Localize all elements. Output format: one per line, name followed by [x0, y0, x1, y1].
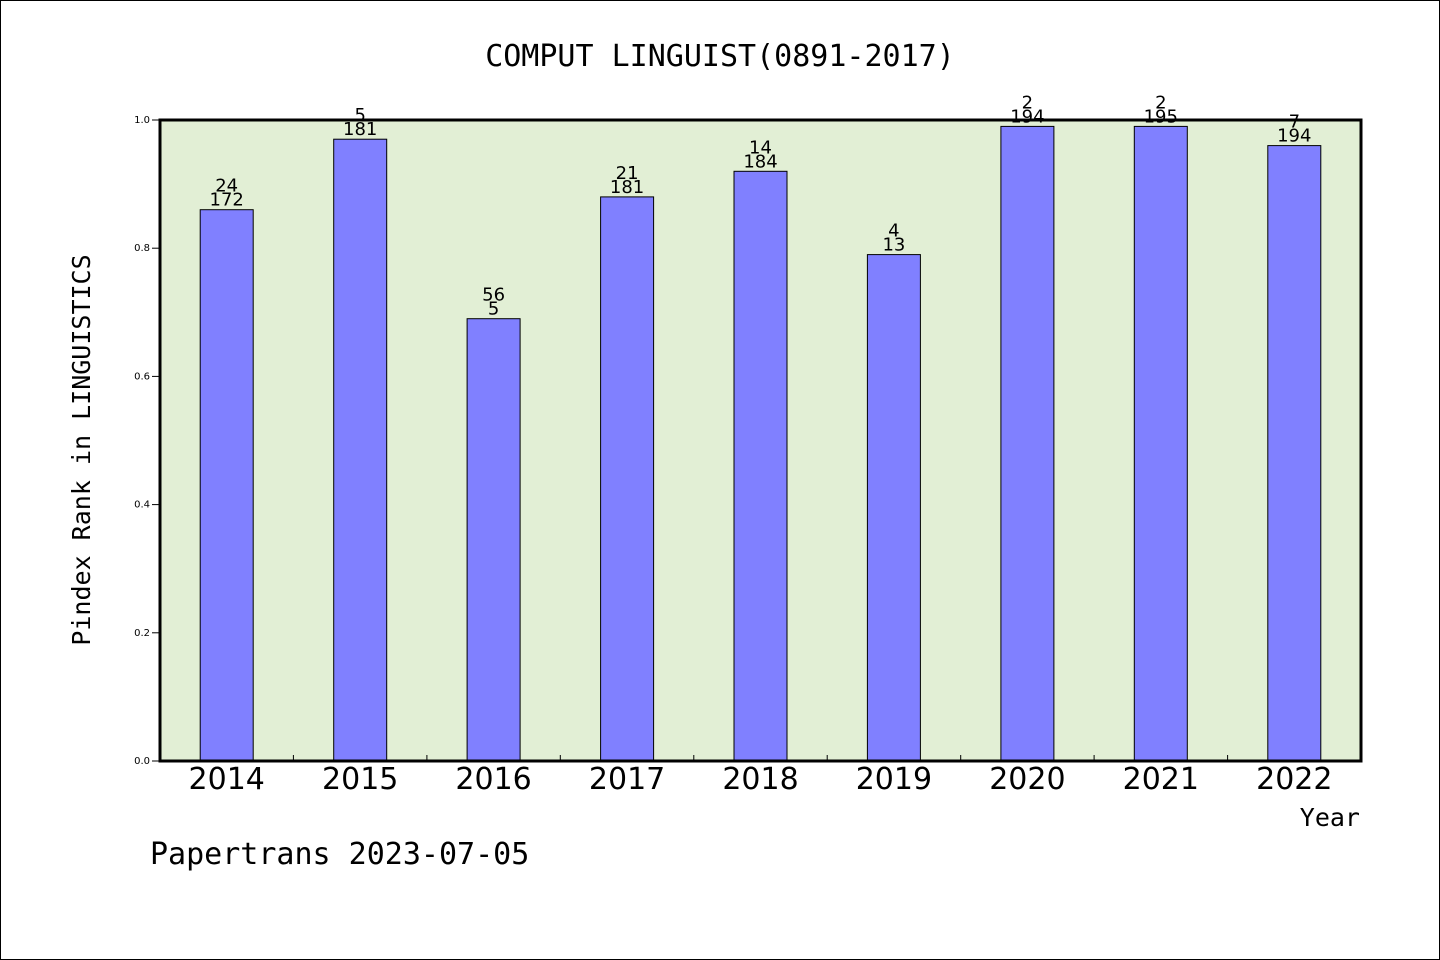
- bar-total-label-2014: 172: [210, 190, 244, 211]
- x-tick-label-2020: 2020: [989, 762, 1065, 797]
- bar-total-label-2017: 181: [610, 177, 644, 198]
- bar-rank-label-2017: 21: [616, 163, 639, 184]
- bar-total-label-2020: 194: [1010, 106, 1044, 127]
- bar-2022: [1267, 145, 1322, 762]
- bar-rank-label-2016: 56: [482, 285, 505, 306]
- y-axis: 0.0 0.2 0.4 0.6 0.8 1.0: [134, 115, 160, 767]
- y-tick-label-0.0: 0.0: [134, 756, 150, 767]
- bar-2016: [466, 318, 521, 762]
- x-tick-label-2022: 2022: [1256, 762, 1332, 797]
- x-tick-label-2015: 2015: [322, 762, 398, 797]
- chart-title: COMPUT LINGUIST(0891-2017): [485, 39, 955, 74]
- y-axis-label: Pindex Rank in LINGUISTICS: [67, 254, 96, 645]
- x-tick-label-2018: 2018: [722, 762, 798, 797]
- y-tick-label-1.0: 1.0: [134, 115, 150, 126]
- bar-total-label-2018: 184: [743, 151, 777, 172]
- x-tick-label-2019: 2019: [856, 762, 932, 797]
- footer-credit: Papertrans 2023-07-05: [150, 837, 529, 872]
- y-tick-label-0.6: 0.6: [134, 371, 150, 382]
- bar-2021: [1133, 125, 1188, 762]
- bar-total-label-2016: 5: [488, 299, 499, 320]
- bar-total-label-2015: 181: [343, 119, 377, 140]
- bar-total-label-2021: 195: [1144, 106, 1178, 127]
- bar-2018: [733, 170, 788, 762]
- bar-rank-label-2020: 2: [1022, 92, 1033, 113]
- y-tick-label-0.2: 0.2: [134, 628, 150, 639]
- x-tick-label-2017: 2017: [589, 762, 665, 797]
- y-tick-label-0.4: 0.4: [134, 500, 150, 511]
- bar-rank-label-2021: 2: [1155, 92, 1166, 113]
- bar-2015: [333, 138, 388, 762]
- bar-rank-label-2022: 7: [1289, 112, 1300, 133]
- x-axis-label: Year: [1300, 803, 1360, 832]
- bar-2020: [1000, 125, 1055, 762]
- x-axis: 2014 2015 2016 2017 2018 2019 2020 2021 2022: [189, 755, 1332, 797]
- bar-rank-label-2019: 4: [888, 221, 899, 242]
- plot-border: [158, 118, 1363, 763]
- bar-total-label-2022: 194: [1277, 126, 1311, 147]
- bar-rank-label-2015: 5: [354, 105, 365, 126]
- bar-total-label-2019: 13: [882, 235, 905, 256]
- x-tick-label-2014: 2014: [189, 762, 265, 797]
- x-tick-label-2021: 2021: [1123, 762, 1199, 797]
- y-tick-label-0.8: 0.8: [134, 243, 150, 254]
- bar-rank-label-2014: 24: [215, 176, 238, 197]
- x-tick-label-2016: 2016: [455, 762, 531, 797]
- bar-2019: [866, 254, 921, 762]
- bar-2017: [600, 196, 655, 762]
- bars-group: [199, 125, 1322, 762]
- bar-2014: [199, 209, 254, 762]
- bar-rank-label-2018: 14: [749, 137, 772, 158]
